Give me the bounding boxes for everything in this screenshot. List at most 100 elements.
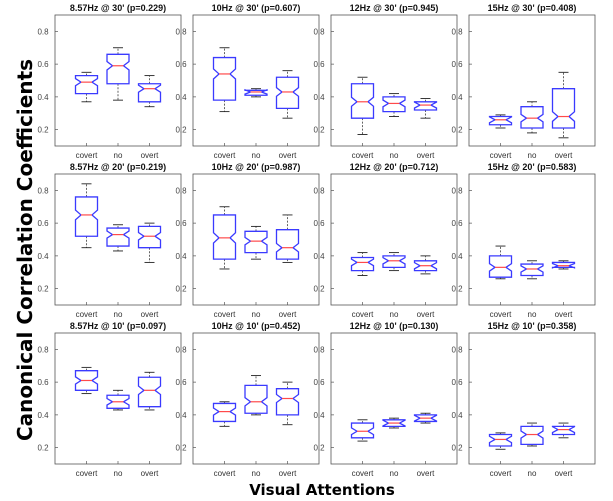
box-overt <box>551 422 576 439</box>
box-body <box>74 370 99 391</box>
y-tick-label: 0.8 <box>451 186 463 195</box>
box-body <box>74 196 99 237</box>
x-tick-label: overt <box>555 469 574 478</box>
y-tick-label: 0.8 <box>37 27 49 36</box>
x-axis-label: Visual Attentions <box>249 481 395 499</box>
box-body <box>244 230 268 254</box>
y-tick-label: 0.2 <box>37 444 49 453</box>
box-covert <box>74 366 99 395</box>
x-tick-label: no <box>390 151 399 160</box>
x-tick-label: no <box>252 310 261 319</box>
x-tick-label: overt <box>417 469 436 478</box>
y-tick-label: 0.8 <box>313 27 325 36</box>
x-tick-label: no <box>528 151 537 160</box>
box-body <box>106 394 130 409</box>
box-covert <box>488 114 513 129</box>
box-body <box>275 229 300 260</box>
box-no <box>382 417 406 429</box>
y-tick-label: 0.2 <box>451 126 463 135</box>
y-tick-label: 0.6 <box>37 219 49 228</box>
panel: 12Hz @ 30' (p=0.945) 0.2 0.4 0.6 0.8 covert no… <box>313 3 458 160</box>
x-tick-label: overt <box>555 310 574 319</box>
panel-title: 15Hz @ 20' (p=0.583) <box>488 162 577 172</box>
y-tick-label: 0.2 <box>313 285 325 294</box>
y-tick-label: 0.4 <box>451 252 463 261</box>
x-tick-label: overt <box>141 310 160 319</box>
box-covert <box>212 206 237 270</box>
y-tick-label: 0.8 <box>451 345 463 354</box>
y-tick-label: 0.2 <box>451 444 463 453</box>
panel: 8.57Hz @ 10' (p=0.097) 0.2 0.4 0.6 0.8 covert… <box>37 321 182 478</box>
box-overt <box>275 381 300 426</box>
x-tick-label: covert <box>490 151 513 160</box>
panel-title: 15Hz @ 30' (p=0.408) <box>488 3 577 13</box>
x-tick-label: no <box>252 469 261 478</box>
y-tick-label: 0.6 <box>37 378 49 387</box>
x-tick-label: covert <box>352 469 375 478</box>
x-tick-label: covert <box>214 310 237 319</box>
panel-frame <box>330 173 458 306</box>
panel-frame <box>468 173 596 306</box>
box-body <box>106 53 130 85</box>
x-tick-label: no <box>114 151 123 160</box>
x-tick-label: no <box>114 469 123 478</box>
box-body <box>212 402 237 423</box>
box-body <box>212 214 237 260</box>
x-tick-label: overt <box>141 151 160 160</box>
box-overt <box>413 412 438 424</box>
box-no <box>520 101 544 134</box>
box-covert <box>350 419 375 442</box>
box-body <box>137 376 162 408</box>
y-tick-label: 0.2 <box>37 126 49 135</box>
x-tick-label: covert <box>352 151 375 160</box>
y-tick-label: 0.6 <box>451 60 463 69</box>
box-no <box>244 225 268 260</box>
panel: 10Hz @ 10' (p=0.452) 0.2 0.4 0.6 0.8 covert no… <box>175 321 320 478</box>
panel-frame <box>54 332 182 465</box>
box-body <box>488 255 513 278</box>
y-tick-label: 0.8 <box>451 27 463 36</box>
panel-frame <box>192 332 320 465</box>
box-no <box>520 422 544 447</box>
y-tick-label: 0.6 <box>37 60 49 69</box>
box-body <box>413 260 438 272</box>
panel-frame <box>330 14 458 147</box>
box-covert <box>212 47 237 113</box>
box-covert <box>74 71 99 103</box>
box-body <box>520 106 544 129</box>
box-covert <box>74 183 99 249</box>
x-tick-label: overt <box>279 151 298 160</box>
box-overt <box>413 255 438 275</box>
box-overt <box>275 70 300 119</box>
box-body <box>350 422 375 439</box>
panel: 10Hz @ 20' (p=0.987) 0.2 0.4 0.6 0.8 covert no… <box>175 162 320 319</box>
box-no <box>106 47 130 101</box>
y-tick-label: 0.6 <box>313 219 325 228</box>
x-tick-label: overt <box>141 469 160 478</box>
panel-title: 8.57Hz @ 10' (p=0.097) <box>70 321 166 331</box>
x-tick-label: no <box>528 469 537 478</box>
box-body <box>488 115 513 126</box>
box-body <box>382 96 406 113</box>
box-body <box>106 227 130 247</box>
x-tick-label: no <box>114 310 123 319</box>
panel-title: 12Hz @ 30' (p=0.945) <box>350 3 439 13</box>
y-tick-label: 0.8 <box>37 345 49 354</box>
box-body <box>413 101 438 111</box>
box-body <box>382 255 406 268</box>
x-tick-label: covert <box>76 310 99 319</box>
panel-frame <box>330 332 458 465</box>
box-body <box>244 88 268 96</box>
panel-frame <box>192 14 320 147</box>
y-tick-label: 0.4 <box>175 93 187 102</box>
box-covert <box>212 401 237 427</box>
box-overt <box>137 75 162 108</box>
box-no <box>244 375 268 416</box>
box-no <box>244 88 268 98</box>
x-tick-label: overt <box>279 469 298 478</box>
box-body <box>551 88 576 129</box>
panel-grid: 8.57Hz @ 30' (p=0.229) 0.2 0.4 0.6 0.8 covert… <box>37 3 596 478</box>
box-body <box>488 433 513 447</box>
y-axis-label: Canonical Correlation Coefficients <box>13 59 37 441</box>
